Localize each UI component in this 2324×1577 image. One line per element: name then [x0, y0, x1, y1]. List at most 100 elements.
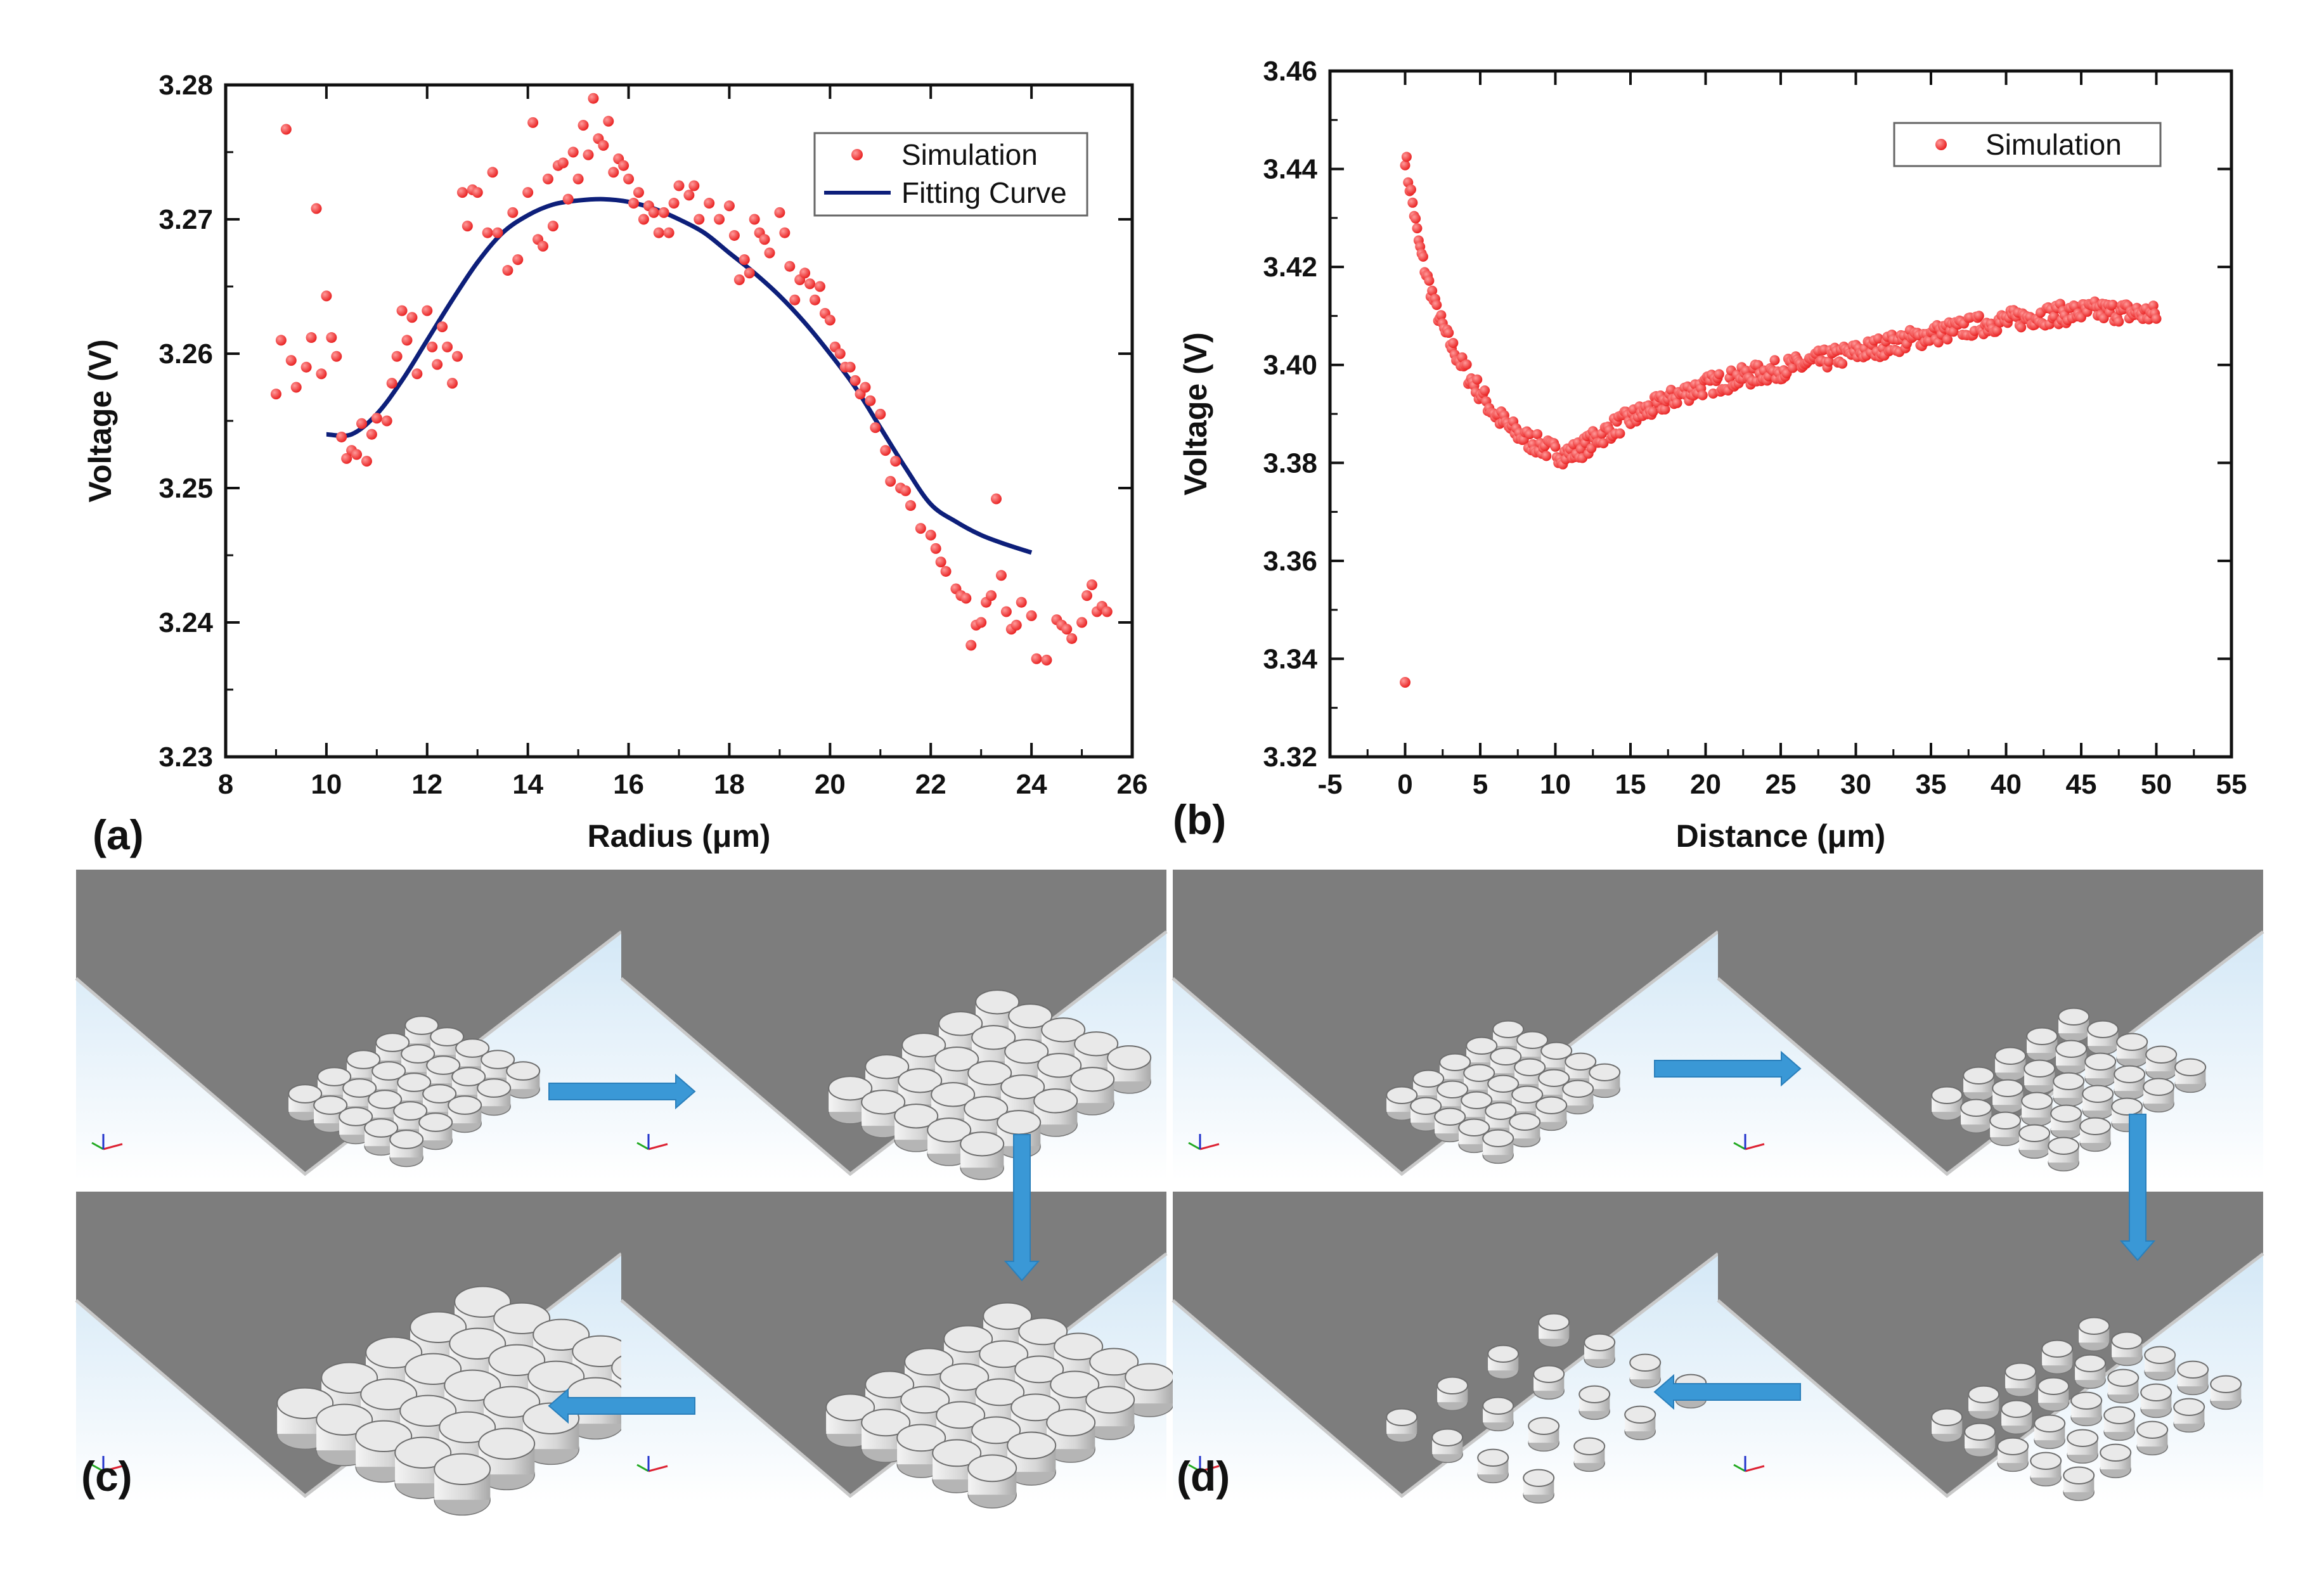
simulation-point	[538, 240, 548, 252]
simulation-point	[865, 395, 876, 406]
simulation-point	[1769, 355, 1780, 366]
simulation-point	[2114, 316, 2124, 327]
micropillar	[2210, 1375, 2242, 1410]
pillar-top	[1584, 1333, 1616, 1352]
axis-triad-y	[1733, 1142, 1746, 1150]
simulation-point	[733, 274, 745, 285]
simulation-point	[1401, 151, 1412, 162]
simulation-point	[492, 227, 503, 238]
micropillar	[2024, 1059, 2056, 1095]
pillar-top	[2100, 1443, 2132, 1462]
pillar-top	[2087, 1020, 2119, 1039]
pillar-top	[1054, 1332, 1104, 1361]
pillar-top	[1485, 1102, 1517, 1121]
micropillar	[2140, 1383, 2172, 1419]
pillar-top	[1004, 1039, 1049, 1064]
arrow-shape	[1654, 1050, 1802, 1087]
micropillar	[2018, 1124, 2051, 1159]
pillar-top	[1085, 1386, 1135, 1414]
pillar-top	[2021, 1091, 2053, 1110]
axis-triad-x	[648, 1465, 668, 1472]
transition-arrow-left	[548, 1387, 695, 1424]
panels-3d	[75, 870, 2264, 1516]
simulation-point	[1837, 358, 1848, 369]
simulation-point	[991, 493, 1002, 505]
plate-edge	[1172, 1252, 1719, 1498]
axis-triad-x	[1745, 1143, 1765, 1150]
simulation-point	[356, 418, 367, 429]
simulation-point	[653, 227, 664, 238]
simulation-point	[658, 207, 669, 218]
pillar-top	[1989, 1111, 2022, 1130]
simulation-point	[663, 227, 675, 238]
simulation-point	[1101, 606, 1113, 617]
pillar-top	[316, 1403, 373, 1436]
micropillar	[1523, 1469, 1555, 1504]
pillar-top	[364, 1118, 399, 1138]
simulation-point	[1407, 197, 1418, 208]
pillar-top	[371, 1061, 406, 1081]
chart-a: 8 10 12 14 16 18 20 22 24 26 3.23 3.24 3.25 3.26 3.27 3…	[82, 70, 1147, 854]
simulation-point	[814, 281, 825, 292]
pillar-top	[1386, 1408, 1418, 1427]
pillar-top	[1436, 1376, 1469, 1395]
simulation-point	[547, 221, 558, 232]
x-tick-label: 45	[2066, 769, 2097, 800]
simulation-point	[442, 341, 453, 352]
pillar-top	[481, 1050, 515, 1069]
chart-a-points	[270, 93, 1113, 666]
micropillar	[1573, 1437, 1606, 1472]
simulation-point	[1714, 369, 1724, 380]
simulation-point	[306, 332, 317, 344]
pillar-top	[493, 1302, 551, 1335]
pillar-top	[932, 1439, 982, 1467]
pillar-top	[1089, 1348, 1139, 1376]
micropillar	[861, 1090, 906, 1138]
simulation-point	[583, 149, 594, 160]
micropillar	[1960, 1098, 1992, 1134]
pillar-top	[861, 1408, 911, 1437]
micropillar	[1584, 1333, 1616, 1368]
x-tick-label: 26	[1117, 769, 1148, 800]
pillar-top	[1535, 1096, 1568, 1115]
plate-edge	[1717, 930, 2264, 1176]
pillar-top	[1008, 1003, 1053, 1029]
simulation-point	[527, 117, 539, 128]
simulation-point	[799, 267, 811, 279]
micropillar	[1963, 1066, 1995, 1102]
simulation-point	[940, 565, 952, 577]
micropillar	[2074, 1354, 2107, 1389]
simulation-point	[683, 190, 695, 201]
micropillar	[389, 1130, 424, 1168]
micropillar	[1528, 1417, 1560, 1452]
micropillar-view	[620, 870, 1168, 1180]
pillar-top	[1482, 1396, 1514, 1415]
simulation-point	[1066, 633, 1078, 644]
simulation-point	[930, 543, 941, 554]
x-tick-label: 18	[714, 769, 745, 800]
simulation-point	[1823, 356, 1834, 367]
pillar-top	[1960, 1098, 1992, 1117]
simulation-point	[723, 200, 735, 212]
micropillar	[1538, 1313, 1570, 1348]
axis-triad-y	[636, 1142, 649, 1150]
pillar-top	[1538, 1313, 1570, 1332]
micropillar	[1033, 1088, 1078, 1137]
pillar-top	[404, 1015, 439, 1035]
simulation-point	[406, 312, 418, 323]
pillar-top	[389, 1130, 424, 1149]
simulation-point	[1541, 451, 1552, 461]
micropillar	[2145, 1045, 2178, 1081]
chart-a-x-title: Radius (μm)	[588, 818, 771, 854]
simulation-point	[522, 187, 534, 198]
pillar-top	[394, 1436, 452, 1469]
simulation-point	[487, 167, 498, 178]
pillar-top	[1041, 1017, 1086, 1043]
simulation-point	[935, 557, 946, 568]
pillar-top	[1516, 1031, 1549, 1050]
y-tick-label: 3.44	[1263, 154, 1317, 185]
simulation-point	[810, 294, 820, 306]
simulation-point	[557, 157, 569, 169]
pillar-top	[1931, 1086, 1963, 1105]
simulation-point	[1436, 310, 1447, 321]
